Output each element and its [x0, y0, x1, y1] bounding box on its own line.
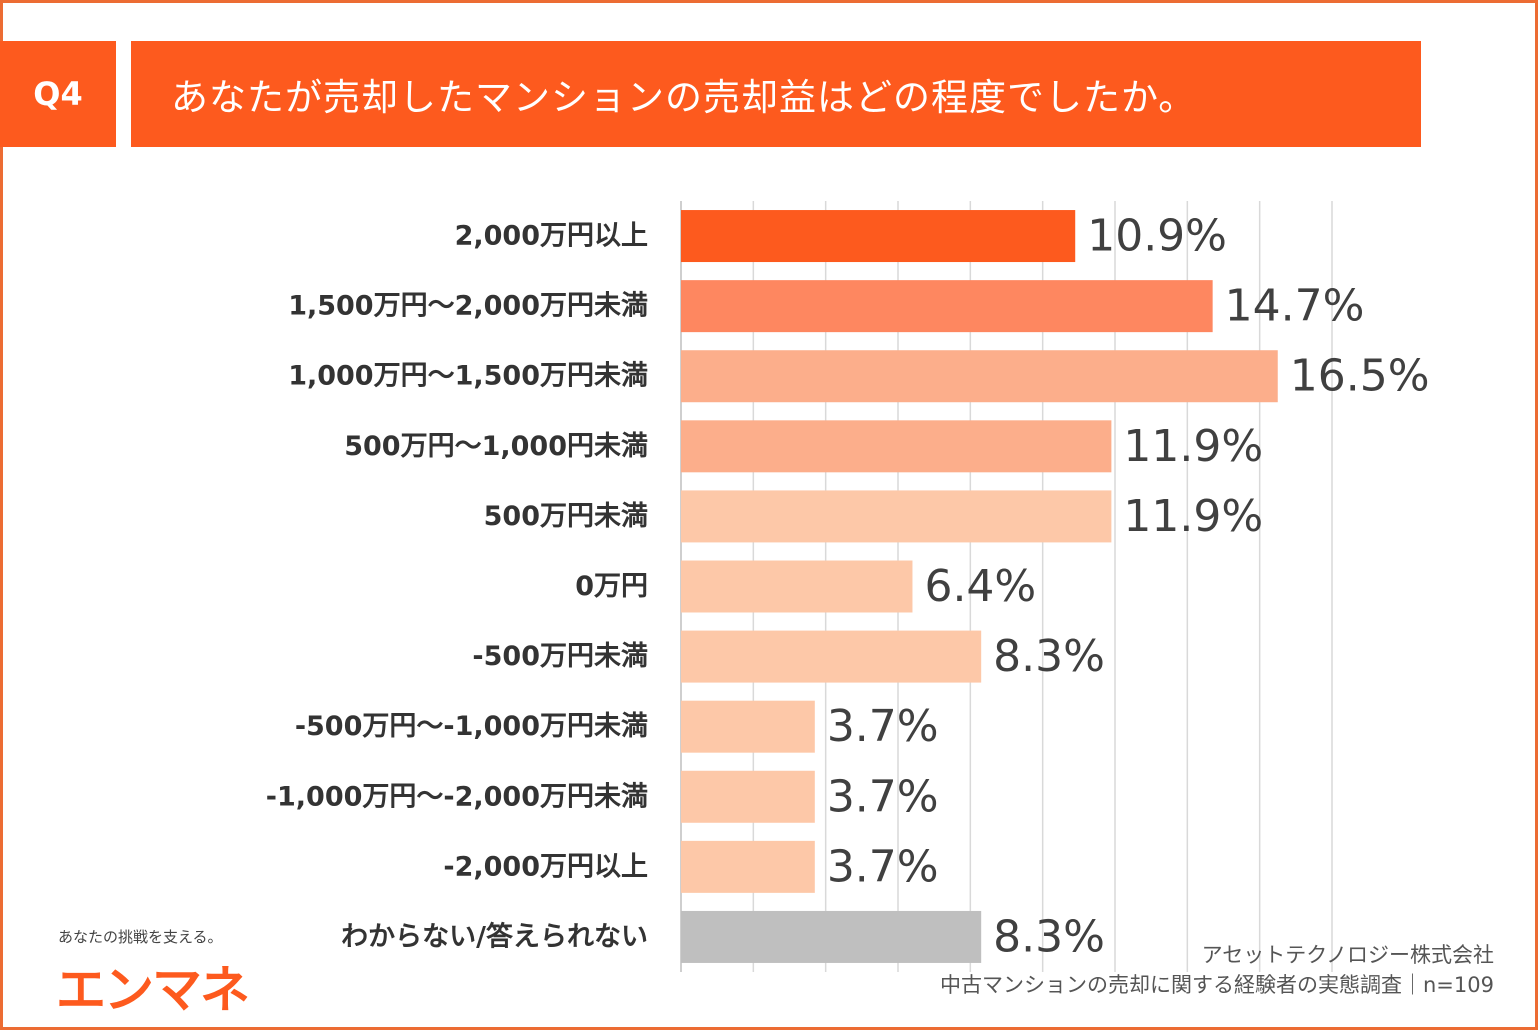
- question-number: Q4: [33, 75, 83, 113]
- category-labels: 2,000万円以上 1,500万円〜2,000万円未満 1,000万円〜1,500万…: [266, 221, 648, 953]
- value-label: 11.9%: [1123, 421, 1263, 472]
- bar: [681, 280, 1213, 333]
- category-label: 1,500万円〜2,000万円未満: [288, 291, 648, 322]
- value-label: 16.5%: [1290, 351, 1430, 402]
- question-title-bar: あなたが売却したマンションの売却益はどの程度でしたか。: [131, 41, 1421, 147]
- value-label: 3.7%: [827, 841, 939, 892]
- source-survey: 中古マンションの売却に関する経験者の実態調査｜n=109: [940, 973, 1494, 997]
- bar: [681, 490, 1112, 543]
- bar: [681, 420, 1112, 473]
- value-label: 6.4%: [924, 561, 1036, 612]
- bar: [681, 840, 815, 893]
- value-label: 14.7%: [1225, 281, 1365, 332]
- bar: [681, 560, 913, 613]
- category-label: 500万円〜1,000円未満: [344, 431, 648, 462]
- bar: [681, 350, 1278, 403]
- bars: [681, 210, 1278, 963]
- source-company: アセットテクノロジー株式会社: [1201, 943, 1494, 967]
- value-label: 8.3%: [993, 631, 1105, 682]
- value-labels: 10.9% 14.7% 16.5% 11.9% 11.9% 6.4% 8.3% 3.7% 3.7…: [827, 211, 1430, 963]
- category-label: -500万円未満: [472, 641, 648, 672]
- source-note: アセットテクノロジー株式会社 中古マンションの売却に関する経験者の実態調査｜n=…: [940, 940, 1494, 1000]
- category-label: -1,000万円〜-2,000万円未満: [266, 781, 648, 812]
- question-number-badge: Q4: [0, 41, 116, 147]
- bar: [681, 630, 982, 683]
- category-label: -500万円〜-1,000万円未満: [295, 711, 648, 742]
- category-label: 2,000万円以上: [455, 221, 648, 252]
- question-title: あなたが売却したマンションの売却益はどの程度でしたか。: [171, 76, 1197, 119]
- brand-logo: エンマネ: [56, 961, 250, 1019]
- bar: [681, 910, 982, 963]
- value-label: 11.9%: [1123, 491, 1263, 542]
- category-label: 1,000万円〜1,500万円未満: [288, 361, 648, 392]
- category-label: 0万円: [575, 571, 648, 602]
- brand-tagline: あなたの挑戦を支える。: [58, 928, 223, 946]
- bar: [681, 210, 1076, 263]
- value-label: 3.7%: [827, 771, 939, 822]
- value-label: 10.9%: [1087, 211, 1227, 262]
- bar: [681, 700, 815, 753]
- bar: [681, 770, 815, 823]
- value-label: 8.3%: [993, 911, 1105, 962]
- value-label: 3.7%: [827, 701, 939, 752]
- category-label: 500万円未満: [484, 501, 648, 532]
- category-label: -2,000万円以上: [443, 851, 648, 882]
- category-label: わからない/答えられない: [341, 920, 648, 952]
